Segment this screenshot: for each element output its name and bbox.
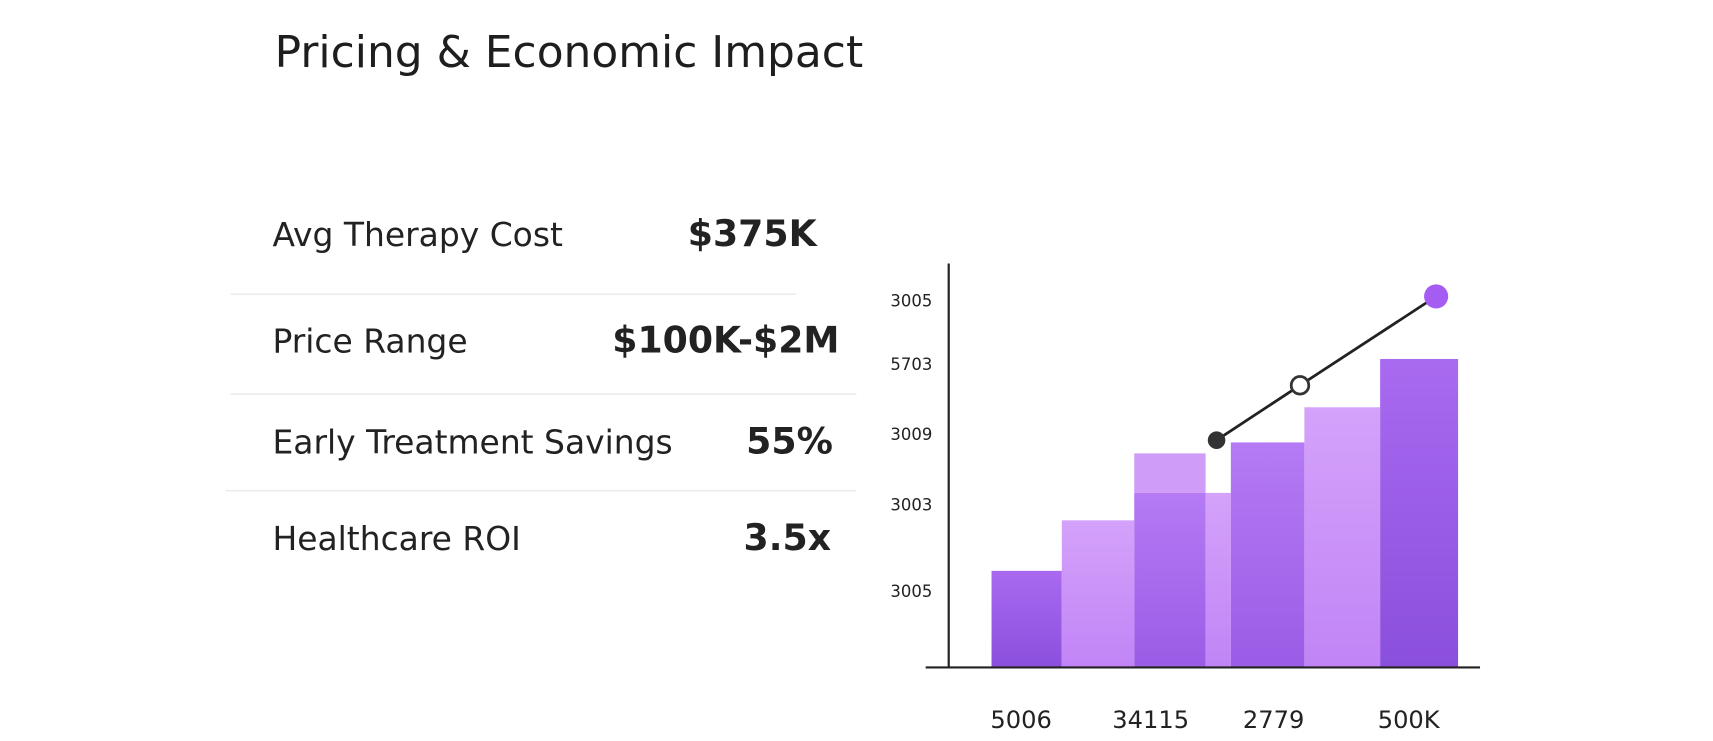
metric-label: Healthcare ROI: [272, 519, 520, 558]
trend-point: [1289, 375, 1311, 396]
x-axis-label: 5006: [990, 706, 1051, 734]
x-axis-label: 2779: [1243, 706, 1304, 734]
y-axis-label: 3005: [890, 291, 932, 310]
x-axis-label: 34115: [1112, 706, 1189, 734]
trend-point: [1207, 431, 1226, 449]
metric-value: $100K-$2M: [612, 318, 839, 361]
bar: [1061, 520, 1135, 668]
bar: [1304, 407, 1381, 668]
bar: [1230, 442, 1305, 668]
y-axis-label: 3005: [890, 582, 932, 601]
metric-value: 3.5x: [744, 516, 832, 559]
y-axis-label: 3009: [890, 425, 932, 444]
y-axis-label: 5703: [890, 355, 932, 374]
bar: [1380, 358, 1459, 668]
bar: [1134, 492, 1206, 668]
metric-value: $375K: [688, 212, 819, 255]
y-axis-label: 3003: [890, 495, 932, 514]
bar: [991, 570, 1062, 668]
metric-label: Price Range: [272, 321, 467, 360]
bar-chart: [925, 263, 1481, 669]
page-title: Pricing & Economic Impact: [275, 27, 864, 78]
metric-label: Early Treatment Savings: [272, 422, 672, 461]
bar: [1205, 492, 1231, 668]
metric-label: Avg Therapy Cost: [272, 215, 563, 254]
x-axis-label: 500K: [1378, 706, 1441, 734]
metric-value: 55%: [746, 419, 833, 462]
bar-cap: [1134, 453, 1206, 493]
trend-point: [1424, 284, 1449, 309]
